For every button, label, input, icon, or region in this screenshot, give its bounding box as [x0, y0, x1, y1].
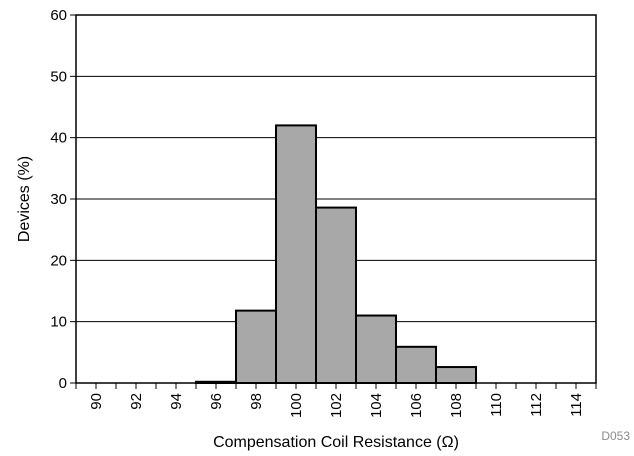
x-axis-title: Compensation Coil Resistance (Ω) — [213, 434, 459, 451]
x-tick-label: 110 — [488, 393, 505, 417]
y-tick-label: 20 — [50, 252, 67, 269]
x-tick-label: 92 — [128, 393, 145, 410]
bars — [195, 124, 477, 385]
histogram-bar — [435, 366, 477, 385]
histogram-bar — [355, 314, 397, 384]
y-tick-label: 50 — [50, 68, 67, 85]
x-tick-label: 100 — [288, 393, 305, 418]
y-axis-ticks: 0 10 20 30 40 50 60 — [50, 7, 76, 392]
histogram-bar — [395, 345, 437, 384]
histogram-bar — [315, 206, 357, 384]
x-tick-label: 108 — [448, 393, 465, 418]
y-tick-label: 10 — [50, 314, 67, 331]
x-tick-label: 102 — [328, 393, 345, 418]
x-tick-label: 90 — [88, 393, 105, 410]
y-tick-label: 40 — [50, 130, 67, 147]
gridlines — [76, 75, 596, 323]
x-tick-label: 106 — [408, 393, 425, 418]
histogram-bar — [235, 309, 277, 385]
x-tick-label: 112 — [528, 393, 545, 417]
x-tick-label: 114 — [568, 393, 585, 417]
x-tick-label: 104 — [368, 393, 385, 418]
y-tick-label: 0 — [59, 375, 67, 392]
figure-code: D053 — [601, 429, 630, 443]
x-tick-label: 94 — [168, 393, 185, 410]
histogram-bar — [275, 124, 317, 385]
y-tick-label: 30 — [50, 191, 67, 208]
x-tick-label: 98 — [248, 393, 265, 410]
x-axis-ticks: 90 92 94 96 98 100 102 104 106 108 110 112 114 — [75, 383, 597, 418]
y-axis-title: Devices (%) — [16, 156, 33, 242]
x-tick-label: 96 — [208, 393, 225, 410]
y-tick-label: 60 — [50, 7, 67, 24]
